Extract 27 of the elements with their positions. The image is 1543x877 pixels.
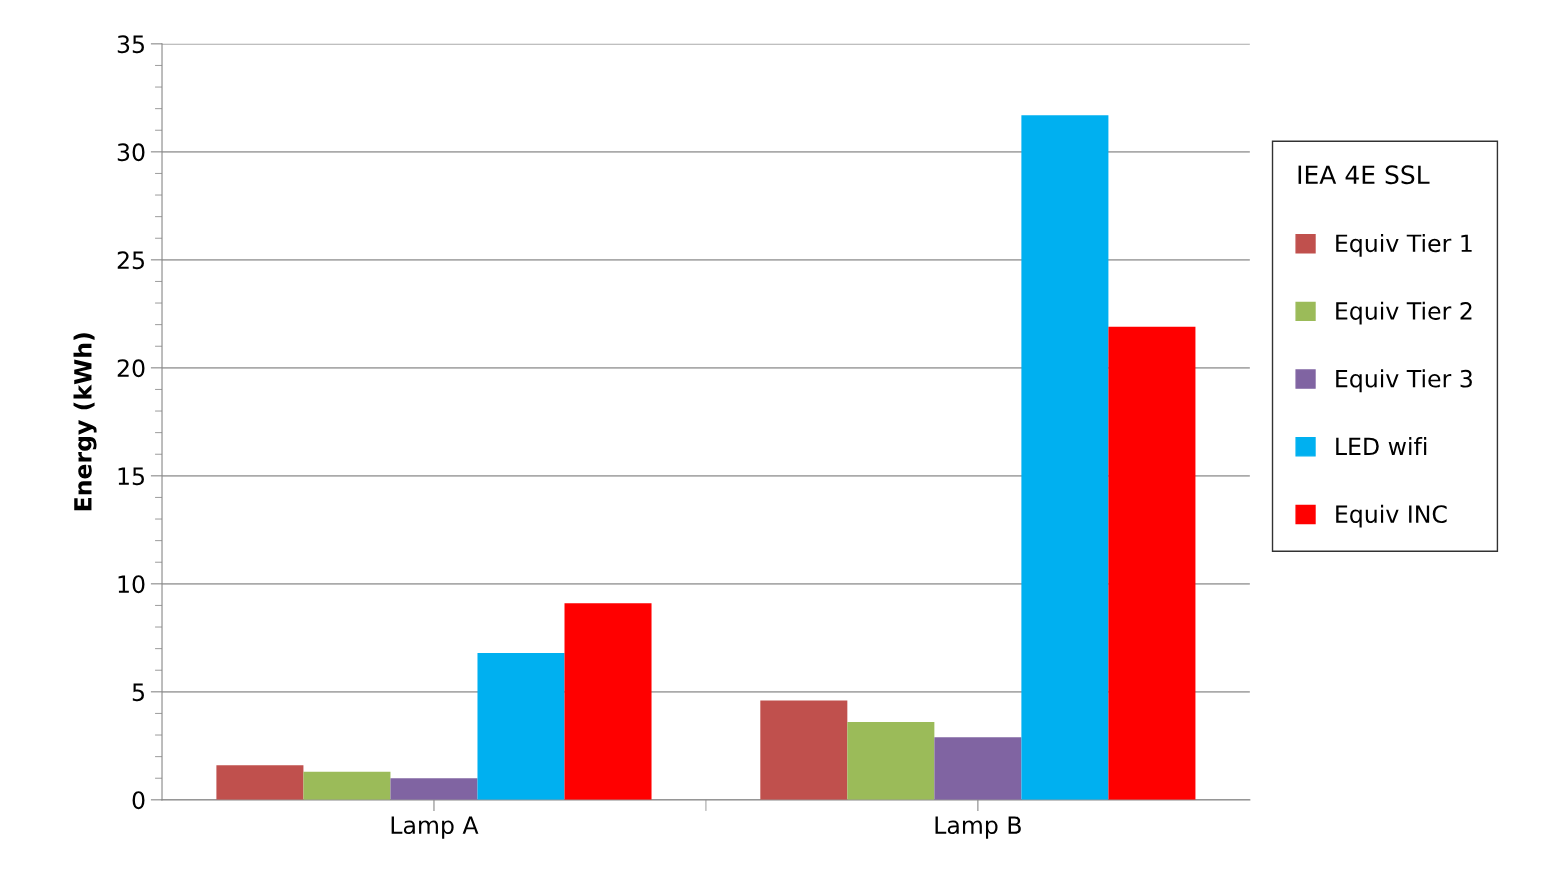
y-tick-label: 5 xyxy=(132,683,144,702)
y-tick-label: 20 xyxy=(117,359,145,378)
legend-label: Equiv Tier 1 xyxy=(1336,233,1472,257)
bar xyxy=(847,722,935,800)
bar xyxy=(1021,115,1109,800)
y-tick-label: 10 xyxy=(118,575,145,594)
legend-label: LED wifi xyxy=(1336,437,1427,455)
y-tick-label: 0 xyxy=(132,791,145,810)
bar xyxy=(934,737,1022,800)
bar xyxy=(477,652,565,800)
bar xyxy=(390,778,478,800)
y-axis-title: Energy (kWh) xyxy=(73,333,97,511)
y-tick-label: 25 xyxy=(117,251,144,270)
legend-label: Equiv Tier 2 xyxy=(1336,301,1472,325)
bar xyxy=(564,603,652,800)
y-tick-label: 15 xyxy=(118,467,144,486)
bar xyxy=(216,765,304,800)
y-tick-label: 30 xyxy=(117,143,145,162)
legend-label: Equiv INC xyxy=(1336,504,1447,528)
bar xyxy=(303,771,391,800)
legend-title: IEA 4E SSL xyxy=(1298,165,1430,185)
bar xyxy=(760,700,848,800)
x-tick-label: Lamp A xyxy=(391,816,479,839)
y-tick-label: 35 xyxy=(117,35,144,54)
legend-label: Equiv Tier 3 xyxy=(1336,369,1472,393)
bar xyxy=(1108,326,1196,800)
x-tick-label: Lamp B xyxy=(935,816,1021,839)
